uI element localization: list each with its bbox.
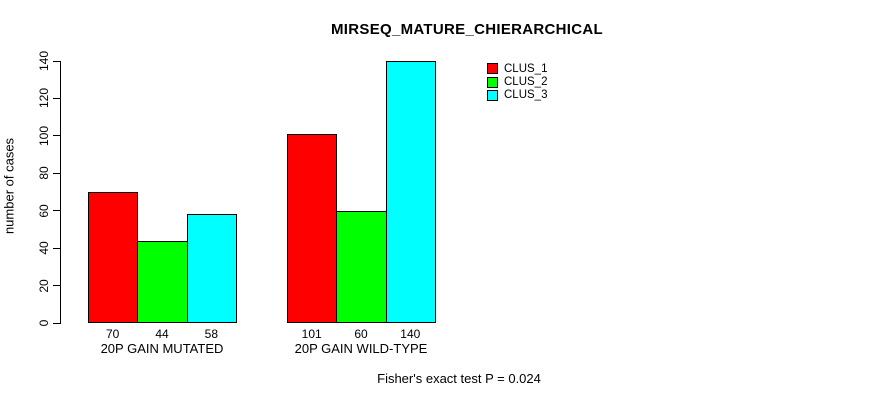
y-axis-label: number of cases bbox=[1, 137, 17, 235]
legend-swatch-icon bbox=[487, 89, 498, 101]
bar-value-label: 101 bbox=[301, 327, 322, 341]
chart-title: MIRSEQ_MATURE_CHIERARCHICAL bbox=[331, 21, 603, 38]
legend-label: CLUS_1 bbox=[504, 62, 548, 75]
legend-row: CLUS_3 bbox=[487, 89, 547, 102]
y-tick-mark bbox=[53, 135, 60, 137]
fisher-test-annotation: Fisher's exact test P = 0.024 bbox=[377, 371, 541, 386]
legend: CLUS_1 CLUS_2 CLUS_3 bbox=[487, 62, 547, 102]
legend-row: CLUS_1 bbox=[487, 62, 547, 75]
y-tick-mark bbox=[53, 322, 60, 324]
y-tick-mark bbox=[53, 247, 60, 249]
category-label: 20P GAIN WILD-TYPE bbox=[294, 341, 428, 356]
bar-clus_2-1 bbox=[137, 241, 188, 323]
legend-label: CLUS_3 bbox=[504, 89, 548, 102]
bar-clus_1-1 bbox=[88, 192, 139, 323]
y-axis-line bbox=[60, 61, 61, 324]
bar-clus_3-2 bbox=[385, 61, 436, 323]
legend-row: CLUS_2 bbox=[487, 75, 547, 88]
y-tick-mark bbox=[53, 210, 60, 212]
bar-clus_1-2 bbox=[287, 134, 338, 323]
legend-label: CLUS_2 bbox=[504, 76, 548, 89]
bar-value-label: 140 bbox=[400, 327, 421, 341]
y-tick-label: 140 bbox=[37, 50, 51, 72]
y-tick-label: 120 bbox=[37, 88, 51, 109]
bar-clus_3-1 bbox=[186, 214, 237, 323]
y-tick-mark bbox=[53, 97, 60, 99]
y-tick-label: 100 bbox=[37, 125, 51, 146]
y-tick-label: 0 bbox=[37, 319, 51, 327]
bar-value-label: 58 bbox=[204, 327, 218, 341]
bar-clus_2-2 bbox=[336, 211, 387, 323]
y-tick-label: 80 bbox=[37, 166, 51, 180]
y-tick-label: 40 bbox=[37, 241, 51, 255]
y-tick-label: 60 bbox=[37, 204, 51, 218]
y-tick-mark bbox=[53, 60, 60, 62]
bar-value-label: 70 bbox=[105, 327, 120, 341]
y-tick-label: 20 bbox=[37, 278, 51, 293]
y-tick-mark bbox=[53, 285, 60, 287]
y-tick-mark bbox=[53, 172, 60, 174]
bar-value-label: 44 bbox=[155, 327, 169, 341]
legend-swatch-icon bbox=[487, 76, 498, 88]
bar-value-label: 60 bbox=[354, 327, 368, 341]
category-label: 20P GAIN MUTATED bbox=[100, 341, 224, 356]
legend-swatch-icon bbox=[487, 63, 498, 75]
